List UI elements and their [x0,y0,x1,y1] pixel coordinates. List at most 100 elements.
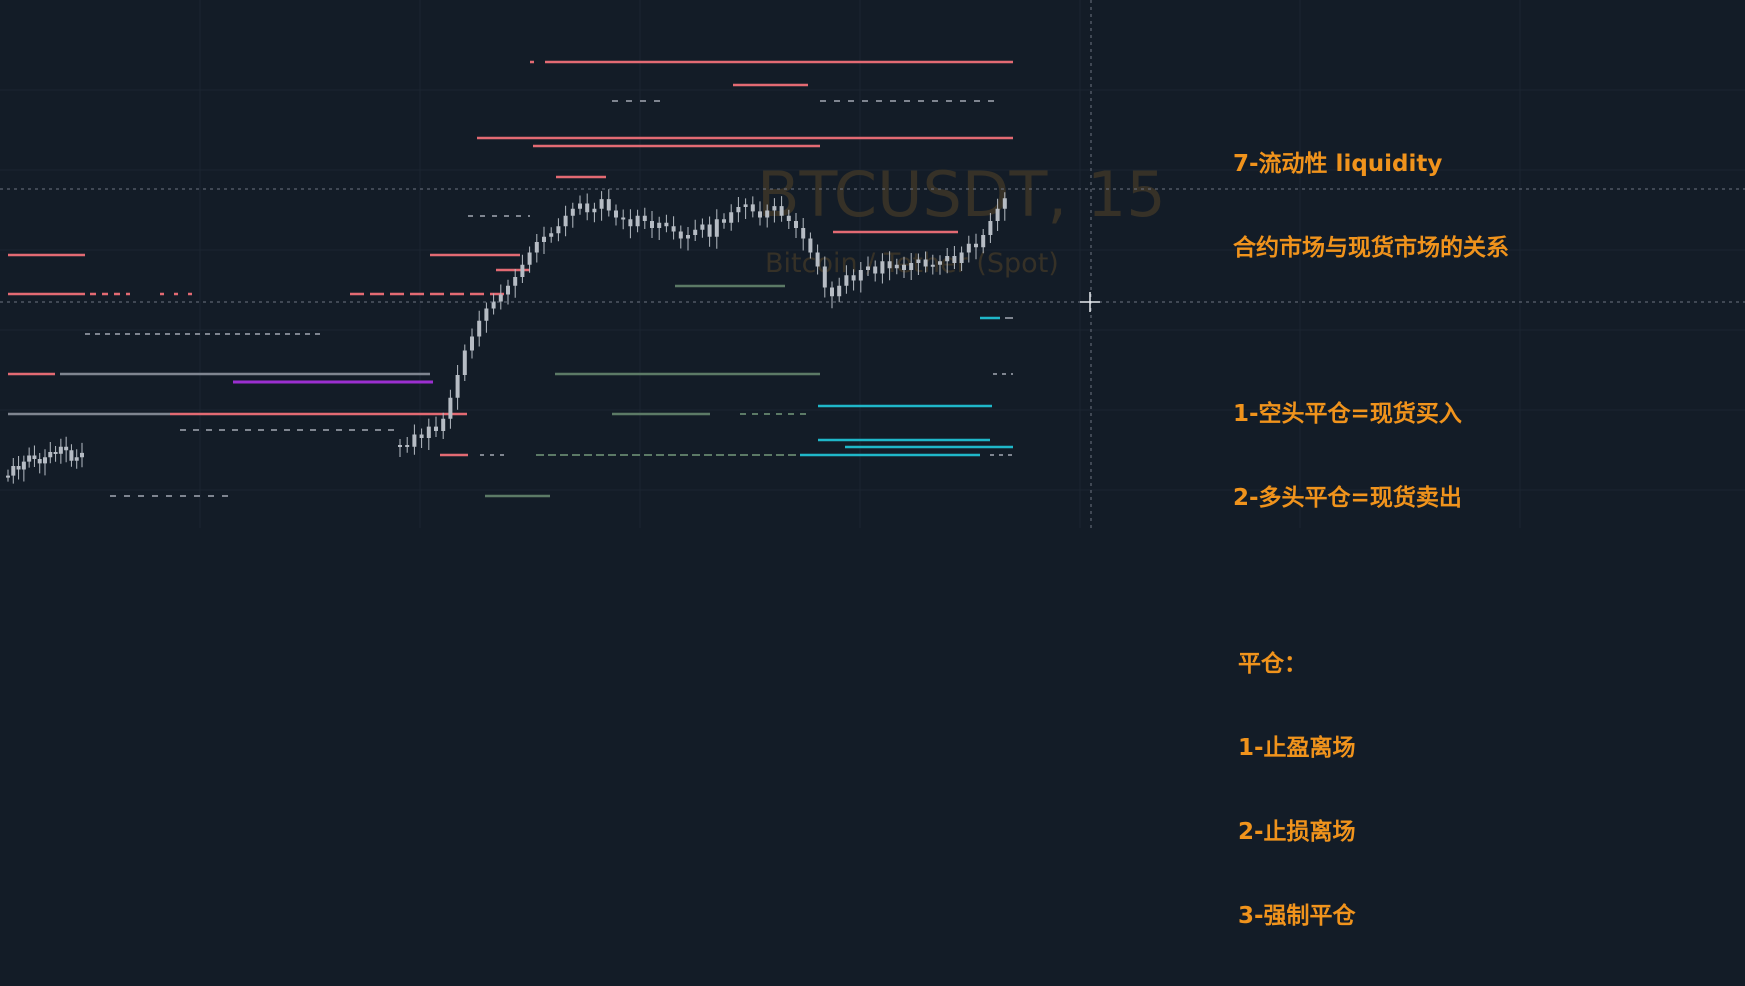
candle [945,248,950,274]
candle-body [21,461,26,470]
candle [916,253,921,275]
candle [563,205,568,237]
candle [1002,192,1007,221]
candle [873,260,878,282]
candle [477,310,482,347]
candle [671,216,676,240]
candle-body [412,434,417,447]
candle-body [952,256,957,263]
candle-body [981,235,986,248]
candle [58,438,63,464]
candle-body [851,275,856,281]
candle [412,424,417,455]
candle [887,251,892,281]
candle-body [909,263,914,270]
candle-body [635,215,640,227]
candle-body [772,206,777,211]
candle [48,442,53,464]
candle [534,234,539,263]
candle-body [693,229,698,235]
candle-body [455,375,460,398]
candle-body [758,211,762,218]
candle [822,256,827,298]
candle-body [585,203,590,213]
candle [794,213,798,238]
candle-body [894,264,899,269]
candle-body [426,426,431,438]
candle-body [974,243,978,248]
candle [909,253,914,280]
candle [743,198,748,219]
candle-body [470,336,474,351]
chart-area[interactable]: BTCUSDT, 15 Bitcoin / Tether (Spot) 7-流动… [0,0,1745,929]
candle [930,254,935,275]
candle [923,251,928,273]
candle-body [513,277,518,286]
candle [707,216,712,247]
candle-body [866,266,870,270]
candle-body [729,212,734,223]
candle-body [614,210,618,218]
candle [902,256,906,278]
candle [844,265,849,294]
candle-body [592,208,597,213]
notes-close-heading: 平仓： [1238,651,1307,677]
candle [606,189,611,217]
candle-body [671,226,676,232]
candle-body [858,270,863,281]
candle [448,389,453,429]
candle [801,218,806,251]
candle-body [707,224,712,237]
notes-rule-long-close: 2-多头平仓=现货卖出 [1233,485,1462,511]
candle-body [938,261,942,265]
candle [657,216,662,240]
candle-body [6,475,10,478]
candle-body [822,266,827,288]
candle-body [750,204,755,212]
candle [27,447,32,468]
candle-body [779,206,784,216]
candle-body [484,308,489,321]
candle-body [398,445,402,447]
candle [520,254,525,283]
candle [830,281,834,309]
candle [43,449,47,476]
candle-body [722,219,726,223]
candle [441,412,446,439]
candle-body [1002,198,1007,209]
candle-body [53,452,58,454]
candle-body [563,215,568,227]
candle [750,196,755,218]
candle-body [441,418,446,431]
candle-body [27,455,32,462]
candle-body [657,222,662,228]
candle-body [448,397,453,419]
candle-body [945,256,950,262]
candle-body [11,466,16,476]
candle-body [808,238,813,253]
candle [527,246,532,273]
candle [880,253,885,284]
candle-body [830,287,834,297]
candle-body [419,434,424,438]
liquidity-levels [8,60,1013,498]
candle-body [578,203,582,209]
candle [11,458,16,484]
candle [21,455,26,482]
candle-body [599,199,604,209]
candle [592,202,597,223]
candle [808,232,813,259]
price-chart[interactable]: BTCUSDT, 15 Bitcoin / Tether (Spot) [0,0,1745,528]
candle [585,193,590,221]
candle-body [801,228,806,239]
candle-body [434,426,438,431]
candle-body [873,266,878,274]
candle [772,198,777,223]
candle-body [794,221,798,228]
candle-body [959,252,964,263]
notes-close-liquidation: 3-强制平仓 [1238,903,1356,929]
notes-close-stop-loss: 2-止损离场 [1238,819,1356,845]
candle [470,328,474,359]
notes-title-line1: 7-流动性 liquidity [1233,151,1443,177]
candle [866,256,870,276]
